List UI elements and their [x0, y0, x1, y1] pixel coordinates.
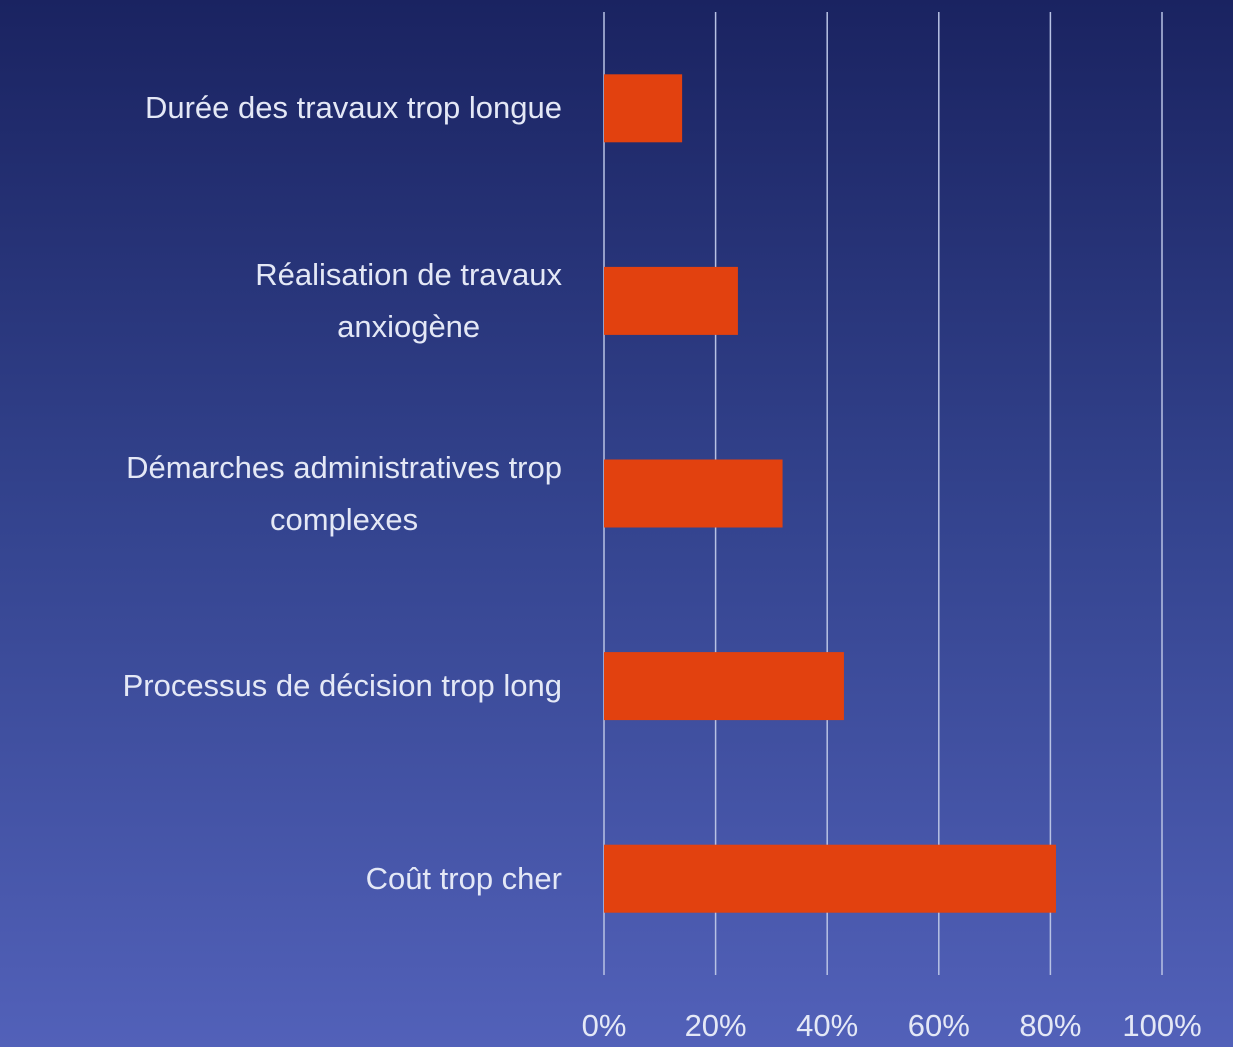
- x-tick-label: 80%: [1019, 1008, 1082, 1043]
- y-tick-label: Processus de décision trop long: [122, 668, 562, 704]
- y-tick-label: Démarches administratives trop complexes: [126, 449, 562, 537]
- x-tick-label: 60%: [907, 1008, 970, 1043]
- bar: [604, 652, 844, 721]
- y-tick-label: Durée des travaux trop longue: [144, 90, 562, 126]
- y-tick-label: Coût trop cher: [365, 860, 562, 896]
- x-tick-label: 20%: [684, 1008, 747, 1043]
- x-tick-label: 40%: [796, 1008, 859, 1043]
- bar: [604, 844, 1056, 913]
- bar: [604, 266, 738, 335]
- bar: [604, 74, 683, 143]
- y-tick-label: Réalisation de travaux anxiogène: [255, 256, 562, 344]
- x-tick-label: 0%: [581, 1008, 627, 1043]
- bar: [604, 459, 783, 528]
- x-tick-label: 100%: [1122, 1008, 1202, 1043]
